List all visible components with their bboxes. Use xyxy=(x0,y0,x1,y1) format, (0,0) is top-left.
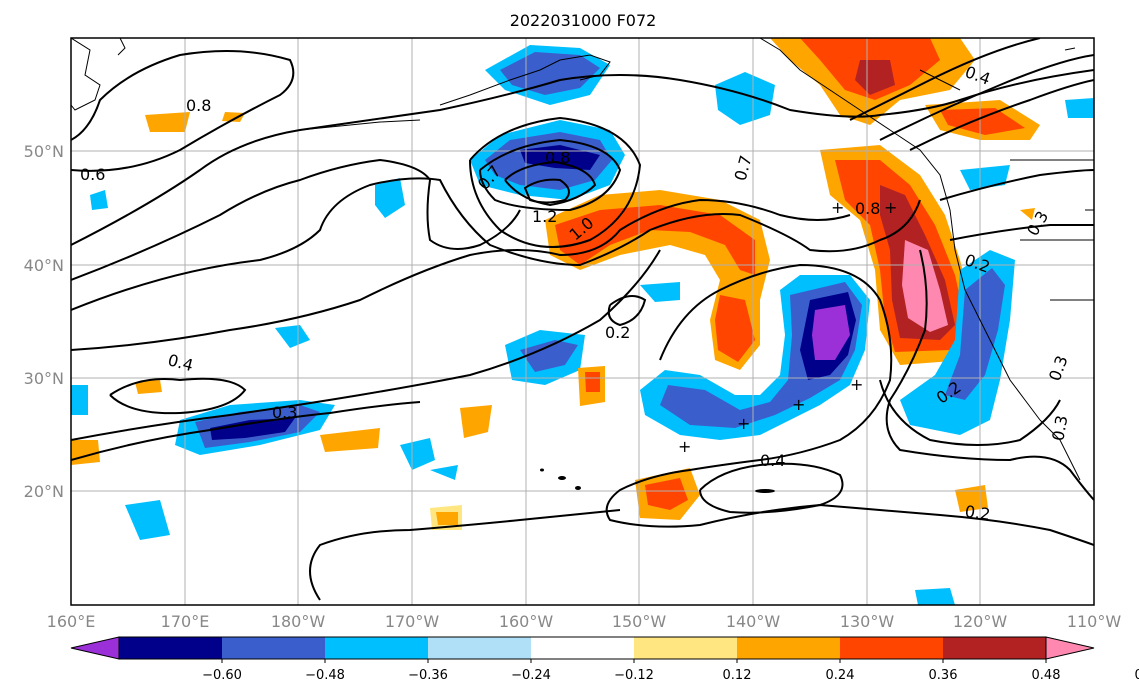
svg-text:+: + xyxy=(884,198,897,217)
lon-label-160e: 160°E xyxy=(47,612,96,631)
lon-label-140w: 140°W xyxy=(726,612,781,631)
colorbar-tick-label: −0.12 xyxy=(614,668,654,683)
lat-label-20n: 20°N xyxy=(24,482,64,501)
colorbar-bin xyxy=(634,637,737,659)
lon-label-120w: 120°W xyxy=(953,612,1008,631)
lon-label-180w: 180°W xyxy=(271,612,326,631)
lon-label-130w: 130°W xyxy=(840,612,895,631)
lon-label-170w: 170°W xyxy=(385,612,440,631)
colorbar-extend-low xyxy=(70,636,120,660)
colorbar-bin xyxy=(325,637,428,659)
contour-label-0.3-sw: 0.3 xyxy=(272,403,297,422)
contour-label-0.6-w: 0.6 xyxy=(80,165,105,184)
colorbar-bin xyxy=(119,637,222,659)
lat-label-40n: 40°N xyxy=(24,256,64,275)
colorbar-tick-label: −0.48 xyxy=(305,668,345,683)
svg-text:+: + xyxy=(831,198,844,217)
map-panel: + + + + + + 0.8 0.6 0.7 0.8 1.2 1.0 0.4 … xyxy=(71,38,1094,605)
colorbar-tick-label: 0.36 xyxy=(929,668,958,683)
colorbar-tick-label: −0.60 xyxy=(202,668,242,683)
contour-label-0.4-south: 0.4 xyxy=(760,451,785,470)
svg-text:+: + xyxy=(792,395,805,414)
colorbar-bin xyxy=(840,637,943,659)
lat-label-50n: 50°N xyxy=(24,142,64,161)
longitude-labels: 160°E 170°E 180°W 170°W 160°W 150°W 140°… xyxy=(47,612,1122,631)
contour-label-1.2: 1.2 xyxy=(532,207,557,226)
contour-label-0.8-nw: 0.8 xyxy=(186,96,211,115)
plus-markers: + + + + + + xyxy=(678,198,897,456)
svg-text:+: + xyxy=(678,437,691,456)
svg-text:+: + xyxy=(850,375,863,394)
colorbar-bin xyxy=(428,637,531,659)
lon-label-110w: 110°W xyxy=(1067,612,1122,631)
lon-label-170e: 170°E xyxy=(161,612,210,631)
contour-label-0.3-baja: 0.3 xyxy=(1048,414,1071,442)
contour-label-0.2-south: 0.2 xyxy=(964,502,992,524)
colorbar-tick-label: 0.48 xyxy=(1032,668,1061,683)
latitude-labels: 50°N 40°N 30°N 20°N xyxy=(24,142,64,501)
colorbar-tick-label: 0.60 xyxy=(1135,668,1139,683)
islands xyxy=(540,468,775,493)
lon-label-160w: 160°W xyxy=(499,612,554,631)
contour-label-0.8-low: 0.8 xyxy=(545,148,570,167)
colorbar-tick-label: −0.36 xyxy=(408,668,448,683)
colorbar-bin xyxy=(222,637,325,659)
colorbar-tick-label: 0.24 xyxy=(826,668,855,683)
contour-label-0.8-e: 0.8 xyxy=(855,199,880,218)
svg-text:+: + xyxy=(737,414,750,433)
lon-label-150w: 150°W xyxy=(612,612,667,631)
colorbar-tick-label: 0.12 xyxy=(723,668,752,683)
colorbar-outline xyxy=(118,636,1047,660)
colorbar: −0.60 −0.48 −0.36 −0.24 −0.12 0.12 0.24 0.36 0.4… xyxy=(70,636,1139,683)
contour-lines xyxy=(71,38,1094,601)
colorbar-tick-label: −0.24 xyxy=(511,668,551,683)
lat-label-30n: 30°N xyxy=(24,369,64,388)
colorbar-bin xyxy=(531,637,634,659)
colorbar-extend-high xyxy=(1045,636,1095,660)
gridlines xyxy=(71,38,1094,605)
colorbar-bin xyxy=(737,637,840,659)
colorbar-bin xyxy=(943,637,1046,659)
contour-label-0.2-mid: 0.2 xyxy=(605,323,630,342)
map-frame xyxy=(70,37,1095,606)
map-title: 2022031000 F072 xyxy=(510,11,657,30)
